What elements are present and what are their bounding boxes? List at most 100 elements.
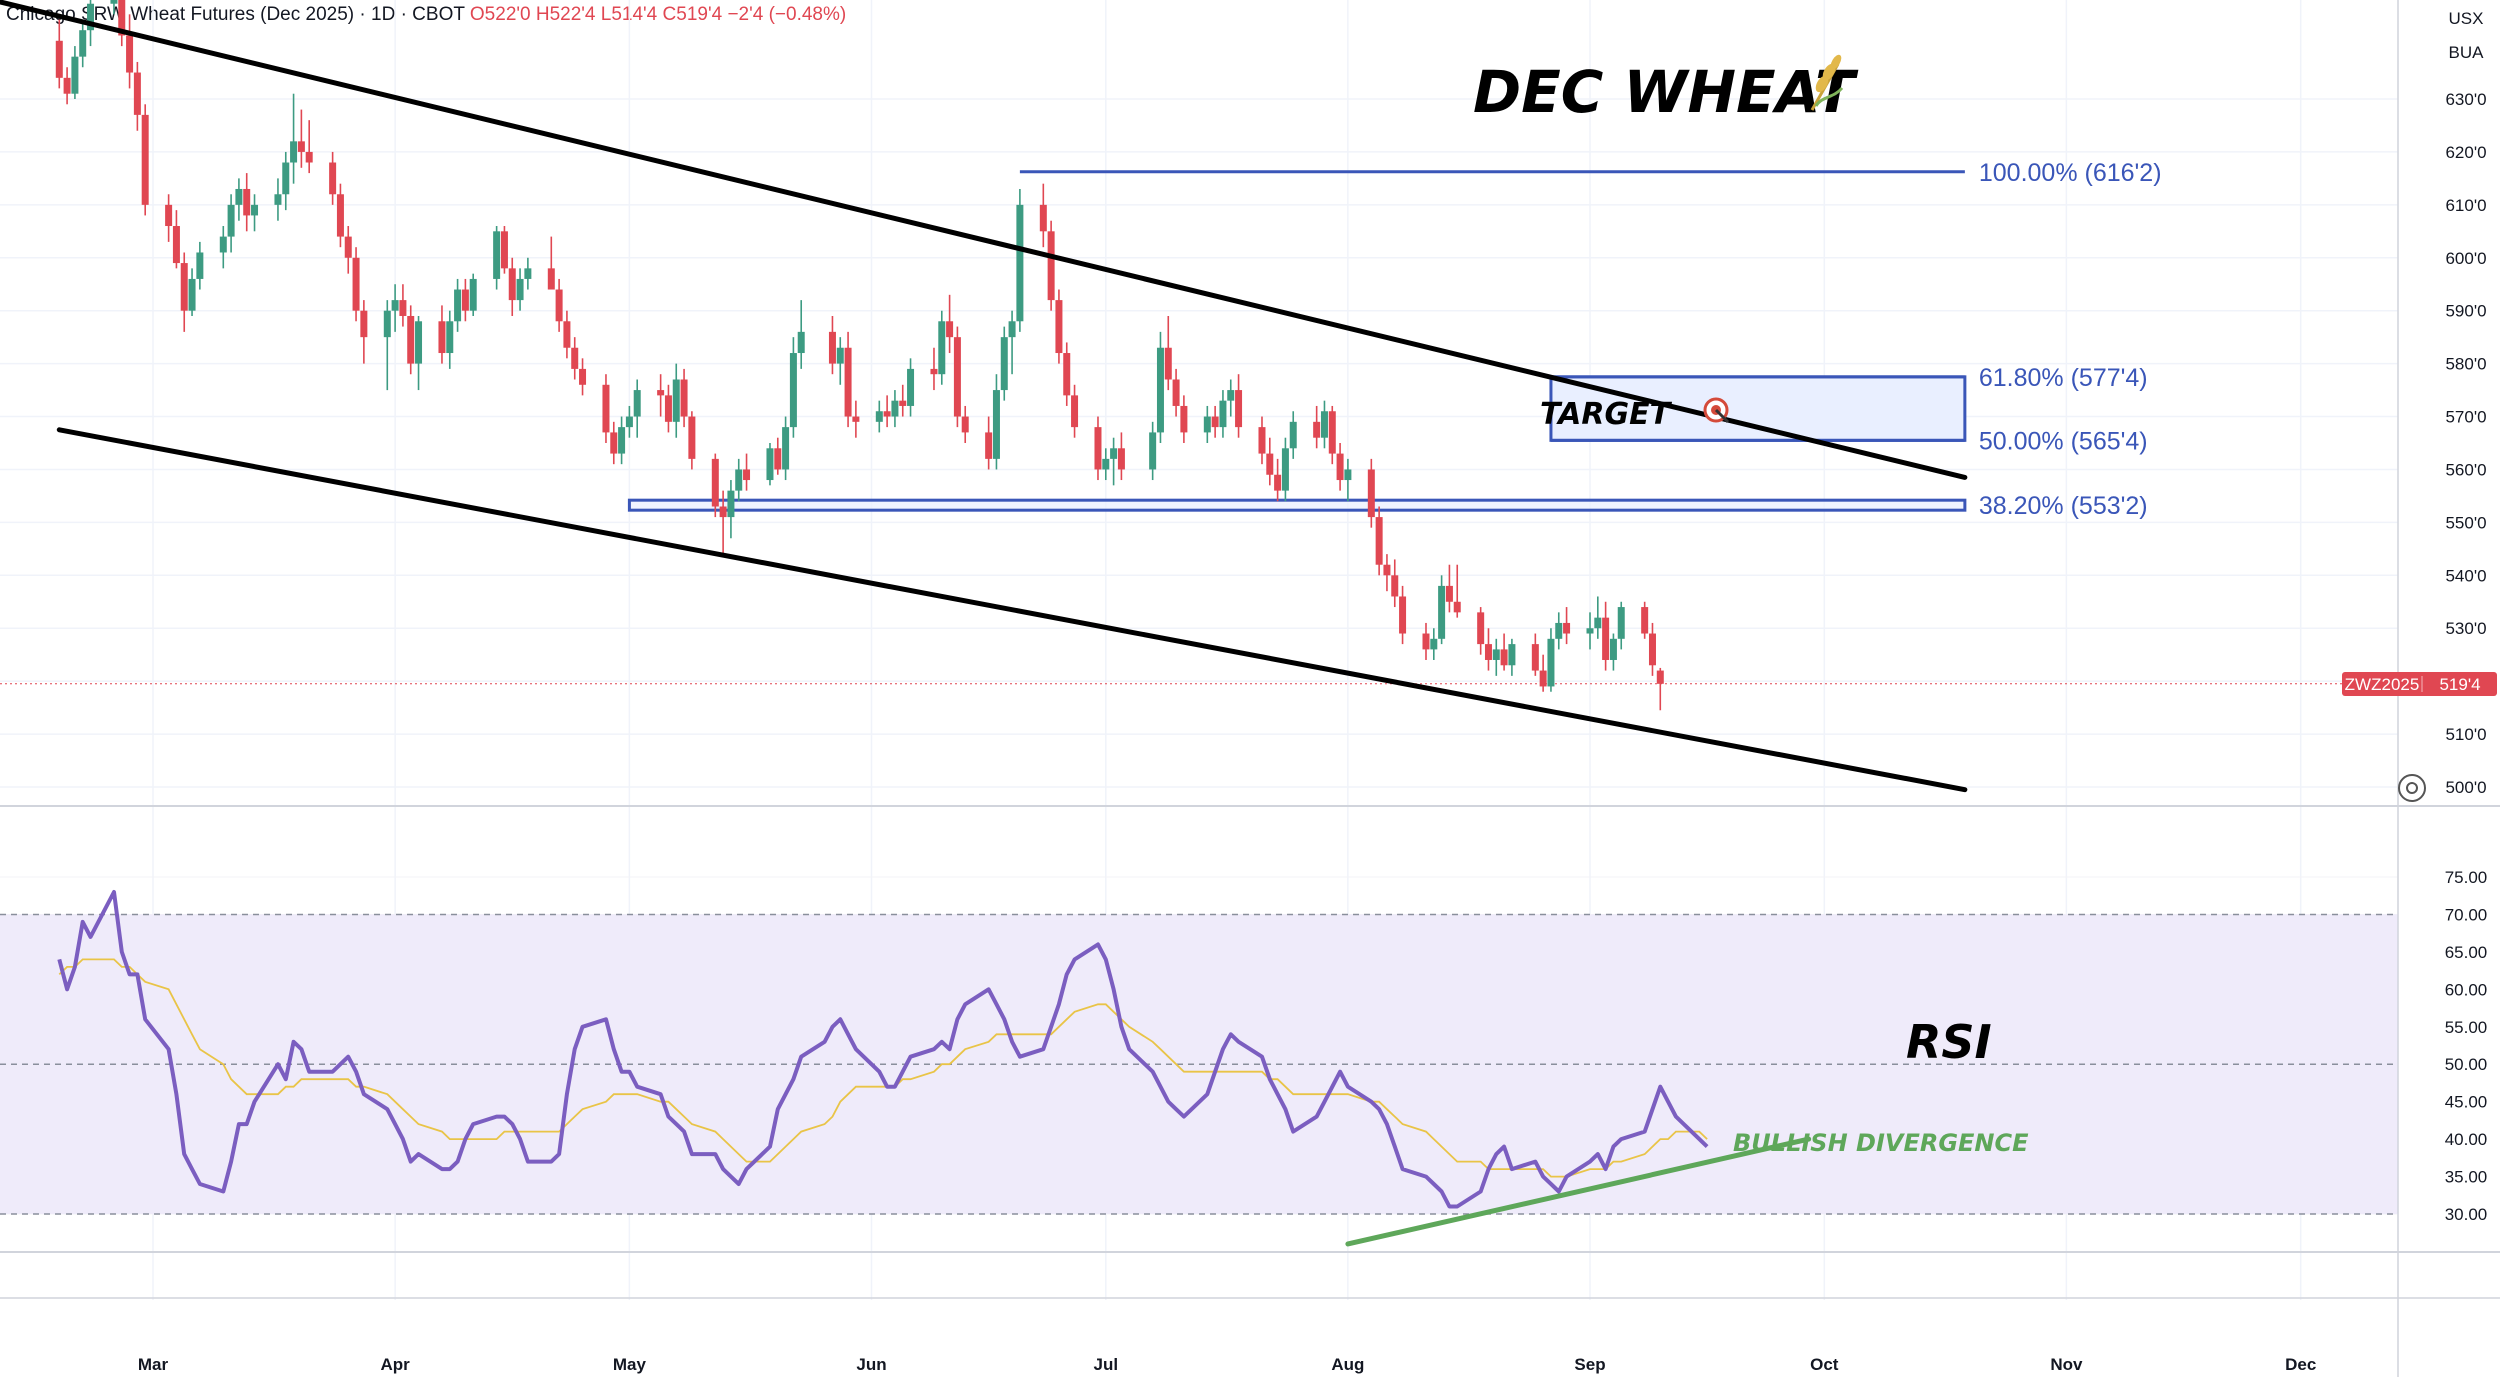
candle-body <box>118 0 126 36</box>
rsi-tick: 75.00 <box>2445 868 2488 887</box>
candle <box>251 194 259 232</box>
time-axis[interactable]: Mar Apr May Jun Jul Aug Sep Oct Nov Dec <box>138 1355 2316 1374</box>
candle-body <box>1071 395 1079 428</box>
price-tick: 610'0 <box>2445 196 2486 215</box>
candle-body <box>1156 347 1164 433</box>
settings-icon[interactable] <box>2398 774 2426 802</box>
candle <box>344 226 352 274</box>
candle-body <box>743 469 751 481</box>
candle-body <box>1594 617 1602 629</box>
candle <box>1547 628 1555 692</box>
candle-body <box>1313 421 1321 438</box>
candle-body <box>1555 622 1563 639</box>
candle <box>243 173 251 232</box>
candle <box>1055 289 1063 364</box>
candle-body <box>985 432 993 459</box>
candle <box>875 400 883 433</box>
candle <box>1438 575 1446 645</box>
candle <box>1149 421 1157 481</box>
month-tick: Oct <box>1810 1355 1839 1374</box>
candle-body <box>1648 633 1656 666</box>
candle <box>828 315 836 375</box>
month-tick: Jul <box>1094 1355 1119 1374</box>
candle-body <box>992 390 1000 459</box>
candle <box>126 14 134 89</box>
candle <box>555 278 563 332</box>
candle <box>55 19 63 89</box>
candle <box>633 379 641 438</box>
unit-label[interactable]: BUA <box>2449 43 2485 62</box>
currency-label[interactable]: USX <box>2449 9 2484 28</box>
candle-body <box>899 400 907 406</box>
last-price-tag: ZWZ2025 519'4 <box>2342 672 2497 696</box>
candle <box>1422 622 1430 660</box>
rsi-axis[interactable]: 30.00 35.00 40.00 45.00 50.00 55.00 60.00 65.00… <box>2445 868 2488 1224</box>
candle-body <box>782 427 790 470</box>
candle <box>1063 342 1071 406</box>
candle-body <box>1422 633 1430 650</box>
candle <box>438 305 446 364</box>
change-value: −2'4 (−0.48%) <box>727 4 847 25</box>
candle <box>1258 416 1266 465</box>
price-tick: 500'0 <box>2445 778 2486 797</box>
candle <box>547 236 555 290</box>
candle-body <box>953 337 961 417</box>
candle-body <box>1102 458 1110 470</box>
candle-body <box>1055 300 1063 354</box>
candle <box>305 120 313 174</box>
month-tick: May <box>613 1355 647 1374</box>
candle-body <box>844 347 852 417</box>
last-ticker: ZWZ2025 <box>2345 675 2420 694</box>
candle-body <box>1172 379 1180 406</box>
candle <box>391 284 399 332</box>
candle-body <box>680 379 688 417</box>
candle <box>852 400 860 438</box>
price-tick: 630'0 <box>2445 90 2486 109</box>
candle-body <box>1164 347 1172 380</box>
candle <box>1430 628 1438 660</box>
rsi-tick: 70.00 <box>2445 905 2488 924</box>
candle-body <box>1289 421 1297 449</box>
candle-body <box>1219 400 1227 428</box>
candle-body <box>126 35 134 73</box>
candle <box>227 194 235 253</box>
candle-body <box>227 204 235 237</box>
month-tick: Sep <box>1574 1355 1605 1374</box>
candle-body <box>852 416 860 422</box>
candle-body <box>1602 617 1610 660</box>
candle <box>165 194 173 242</box>
candle <box>1000 326 1008 401</box>
rsi-tick: 30.00 <box>2445 1205 2488 1224</box>
candle <box>1274 458 1282 502</box>
candle-body <box>610 432 618 454</box>
candle <box>844 331 852 428</box>
divergence-line <box>1345 1136 1812 1247</box>
candle-body <box>383 310 391 338</box>
candle-body <box>719 506 727 518</box>
candle <box>579 358 587 396</box>
candle-body <box>352 257 360 311</box>
candle-body <box>547 268 555 290</box>
candle-body <box>415 321 423 364</box>
candle-body <box>1063 353 1071 396</box>
candle-body <box>1547 638 1555 687</box>
candle-body <box>305 151 313 163</box>
candle <box>789 337 797 438</box>
candle-body <box>1008 321 1016 338</box>
candle <box>336 183 344 248</box>
candle <box>664 384 672 433</box>
candle <box>524 257 532 290</box>
candle-body <box>63 77 71 94</box>
candle-body <box>180 263 188 311</box>
candle-body <box>625 416 633 428</box>
candle-body <box>274 194 282 205</box>
candle <box>797 300 805 369</box>
candle-body <box>1656 670 1664 684</box>
price-tick: 530'0 <box>2445 619 2486 638</box>
rsi-tick: 45.00 <box>2445 1093 2488 1112</box>
price-tick: 580'0 <box>2445 355 2486 374</box>
rsi-tick: 60.00 <box>2445 980 2488 999</box>
candle-body <box>1281 448 1289 491</box>
candle <box>657 374 665 417</box>
